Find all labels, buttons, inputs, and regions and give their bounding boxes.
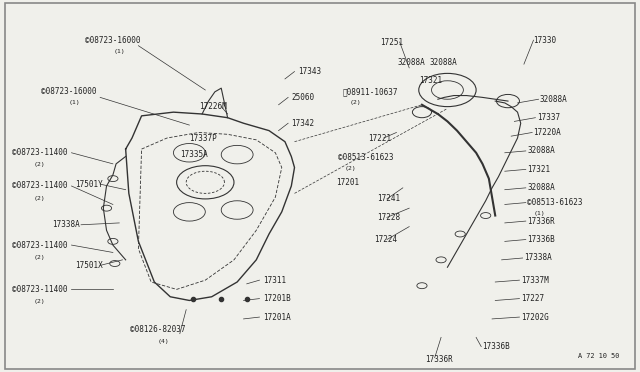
- Text: 17337M: 17337M: [521, 276, 548, 285]
- Text: 32088A: 32088A: [429, 58, 458, 67]
- Text: 17338A: 17338A: [524, 253, 552, 263]
- Text: 17221: 17221: [368, 134, 391, 142]
- Text: 17336R: 17336R: [425, 355, 453, 364]
- Text: 17336B: 17336B: [527, 235, 555, 244]
- Text: 17321: 17321: [527, 165, 550, 174]
- Text: 17220A: 17220A: [534, 128, 561, 137]
- Text: 17201B: 17201B: [262, 294, 291, 303]
- Text: A 72 10 50: A 72 10 50: [579, 353, 620, 359]
- Text: 17338A: 17338A: [52, 220, 80, 229]
- Text: 17311: 17311: [262, 276, 286, 285]
- Text: 17228: 17228: [378, 213, 401, 222]
- Text: (2): (2): [34, 299, 45, 304]
- Text: 17336R: 17336R: [527, 217, 555, 225]
- Text: 17224: 17224: [374, 235, 397, 244]
- Text: 17201A: 17201A: [262, 312, 291, 321]
- Text: (1): (1): [113, 49, 125, 54]
- Text: 17342: 17342: [291, 119, 314, 128]
- Text: 32088A: 32088A: [397, 58, 426, 67]
- Text: (2): (2): [345, 166, 356, 171]
- Text: 32088A: 32088A: [540, 95, 568, 104]
- Text: (1): (1): [69, 100, 81, 105]
- Text: (4): (4): [158, 339, 170, 344]
- Text: 17202G: 17202G: [521, 312, 548, 321]
- Text: ©08723-11400: ©08723-11400: [12, 241, 67, 250]
- Text: 17501Y: 17501Y: [75, 180, 102, 189]
- Text: ©08513-61623: ©08513-61623: [527, 198, 582, 207]
- Text: 17321: 17321: [419, 76, 442, 85]
- Text: (2): (2): [34, 163, 45, 167]
- Text: ©08513-61623: ©08513-61623: [338, 153, 394, 162]
- Text: 17241: 17241: [378, 195, 401, 203]
- Text: ©08723-11400: ©08723-11400: [12, 182, 67, 190]
- Text: 17337: 17337: [537, 113, 560, 122]
- Text: ©08723-11400: ©08723-11400: [12, 148, 67, 157]
- Text: ⓜ08911-10637: ⓜ08911-10637: [342, 87, 398, 96]
- Text: (2): (2): [349, 100, 361, 105]
- Text: ©08723-16000: ©08723-16000: [85, 36, 141, 45]
- Text: 17501X: 17501X: [75, 261, 102, 270]
- Text: ©08723-16000: ©08723-16000: [40, 87, 96, 96]
- Text: ©08126-82037: ©08126-82037: [130, 326, 185, 334]
- Text: 17251: 17251: [381, 38, 404, 46]
- Text: 32088A: 32088A: [527, 183, 555, 192]
- Text: (2): (2): [34, 255, 45, 260]
- Text: (1): (1): [534, 211, 546, 216]
- Text: ©08723-11400: ©08723-11400: [12, 285, 67, 294]
- Text: 17336B: 17336B: [483, 342, 510, 351]
- Text: 32088A: 32088A: [527, 147, 555, 155]
- Text: 17330: 17330: [534, 36, 557, 45]
- Text: 25060: 25060: [291, 93, 314, 102]
- Text: 17335A: 17335A: [180, 150, 207, 159]
- Text: (2): (2): [34, 196, 45, 201]
- Text: 17227: 17227: [521, 294, 544, 303]
- Text: 17201: 17201: [336, 178, 359, 187]
- Text: 17337P: 17337P: [189, 134, 217, 142]
- Text: 17226M: 17226M: [199, 102, 227, 111]
- Text: 17343: 17343: [298, 67, 321, 76]
